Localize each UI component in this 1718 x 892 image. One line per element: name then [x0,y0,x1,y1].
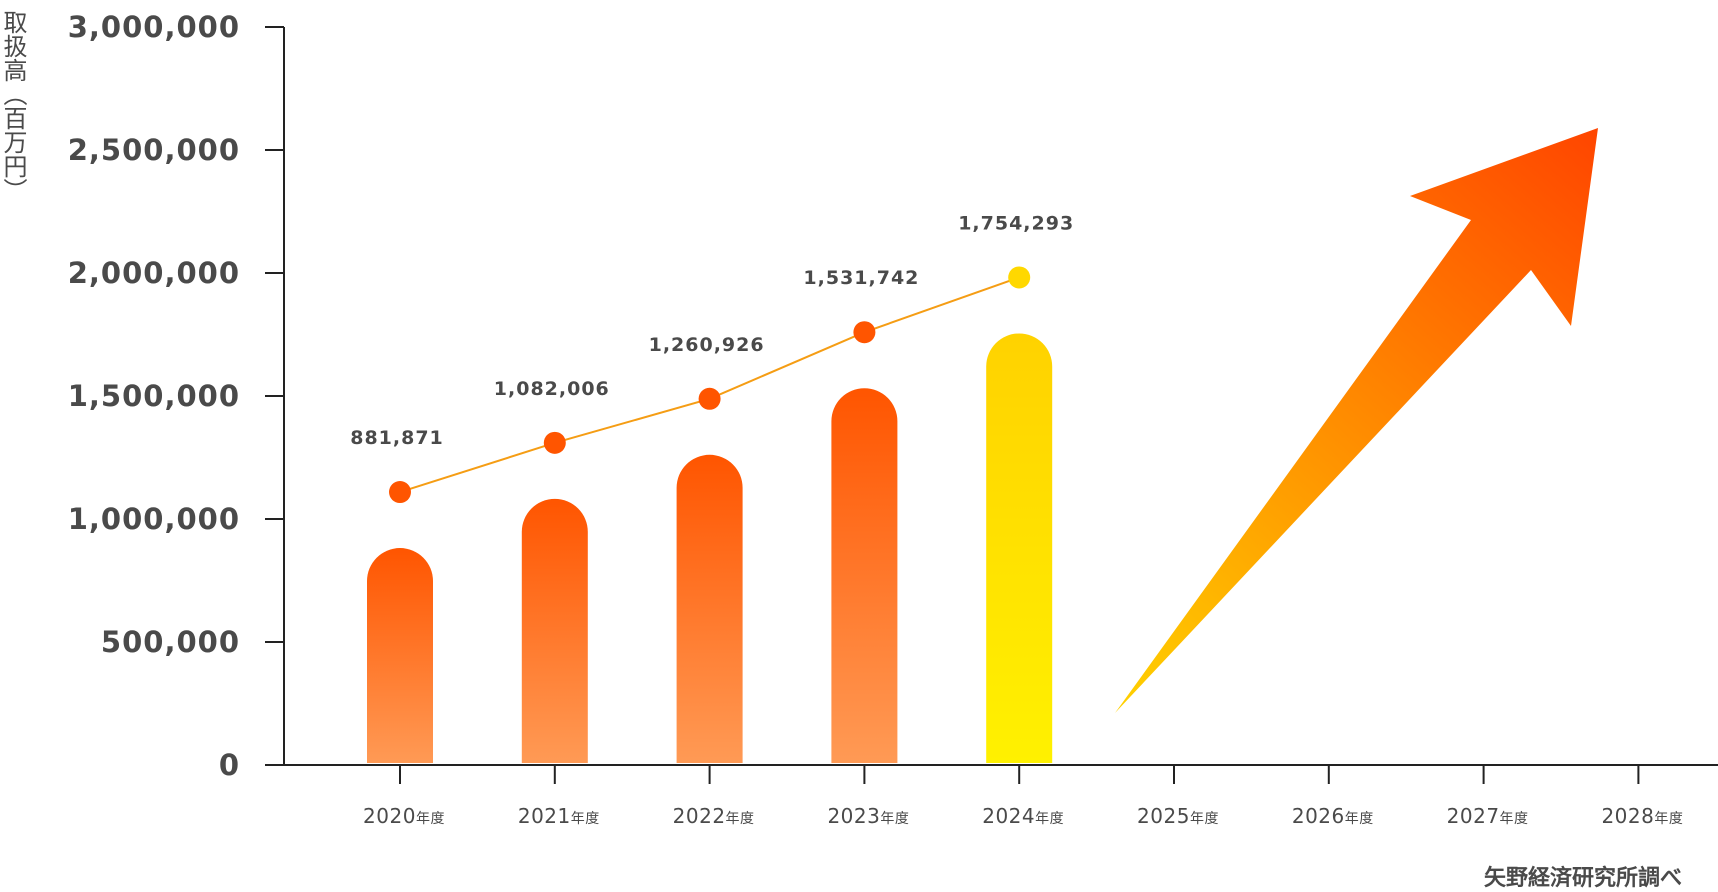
data-label-2024年度: 1,754,293 [958,212,1074,234]
trend-marker-2024年度 [1008,266,1031,289]
y-tick-label: 2,000,000 [68,256,240,290]
data-label-2023年度: 1,531,742 [803,267,919,289]
y-tick-label: 1,500,000 [68,379,240,413]
trend-marker-2020年度 [389,481,411,504]
y-tick-label: 3,000,000 [68,10,240,44]
y-tick-label: 500,000 [101,625,240,659]
x-tick-label: 2025年度 [1137,804,1219,828]
bar-2022年度 [676,454,743,763]
y-tick-label: 1,000,000 [68,502,240,536]
x-tick-label: 2021年度 [518,804,600,828]
trend-marker-2021年度 [543,431,566,454]
x-tick-label: 2023年度 [827,804,909,828]
y-tick-label: 2,500,000 [68,133,240,167]
x-tick-label: 2020年度 [363,804,445,828]
x-tick-label: 2027年度 [1447,804,1529,828]
bar-2024年度 [986,333,1053,763]
axes: 0 500,000 1,000,000 1,500,000 2,000,000 2,500… [68,10,1718,828]
trend-marker-2022年度 [698,387,721,410]
bar-2021年度 [521,498,588,763]
x-tick-label: 2024年度 [982,804,1064,828]
data-label-2020年度: 881,871 [350,427,444,449]
trend-line [389,266,1031,504]
source-note: 矢野経済研究所調べ [1483,866,1682,891]
bar-2023年度 [831,388,898,763]
data-labels: 881,871 1,082,006 1,260,926 1,531,742 1,754,… [350,212,1074,449]
y-axis-title: 取扱高（百万円） [0,10,27,202]
growth-arrow [1115,128,1598,713]
y-tick-label: 0 [219,748,240,782]
bars [367,333,1053,763]
bar-2020年度 [367,548,433,763]
trend-marker-2023年度 [853,321,876,344]
data-label-2021年度: 1,082,006 [494,378,610,400]
x-tick-label: 2022年度 [673,804,755,828]
x-tick-label: 2026年度 [1292,804,1374,828]
data-label-2022年度: 1,260,926 [649,334,765,356]
x-tick-label: 2028年度 [1601,804,1683,828]
